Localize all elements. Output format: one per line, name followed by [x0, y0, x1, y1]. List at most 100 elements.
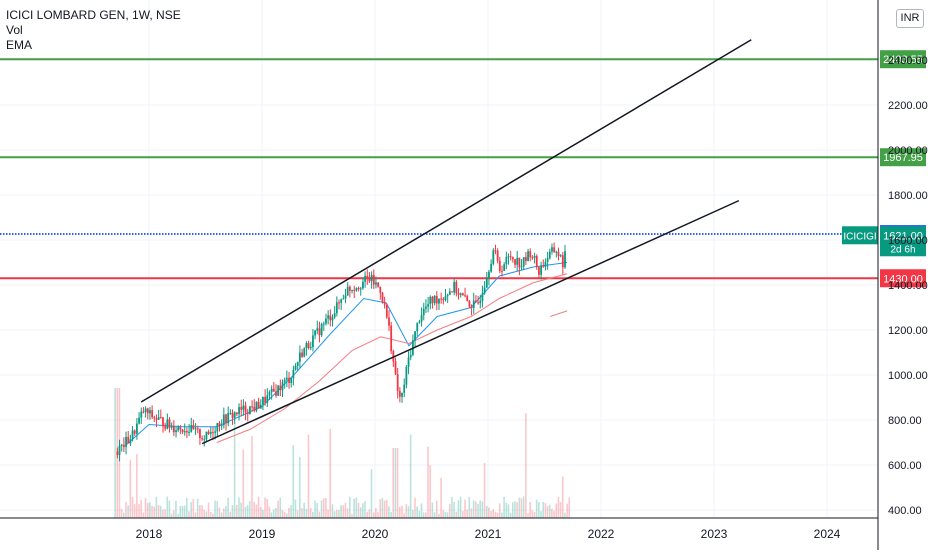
symbol-title[interactable]: ICICI LOMBARD GEN, 1W, NSE — [6, 8, 181, 22]
candle-body — [501, 270, 503, 272]
volume-bar — [255, 504, 258, 518]
volume-bar — [433, 512, 436, 518]
volume-bar — [296, 510, 299, 518]
candle-body — [298, 352, 301, 362]
volume-bar — [444, 511, 447, 518]
y-tick-label: 1600.00 — [888, 235, 928, 247]
candle-body — [381, 292, 384, 302]
candle-body — [511, 257, 514, 260]
volume-bar — [407, 506, 410, 518]
candle-body — [268, 392, 271, 396]
volume-bar — [507, 504, 510, 518]
x-tick-label: 2019 — [249, 527, 276, 541]
candle-body — [242, 405, 245, 410]
candle-body — [199, 429, 201, 439]
volume-bar — [331, 504, 334, 518]
level-price-tag — [880, 148, 926, 167]
volume-bar — [381, 497, 384, 518]
candle-body — [440, 298, 443, 300]
candle-body — [466, 296, 469, 302]
volume-bar — [522, 496, 525, 518]
candle-body — [183, 431, 186, 433]
candle-body — [272, 388, 275, 392]
volume-bar — [429, 465, 431, 518]
candle-body — [555, 251, 558, 253]
candle-body — [422, 308, 425, 316]
level-price-tag — [880, 50, 926, 69]
candle-body — [281, 382, 284, 391]
volume-bar — [303, 502, 305, 518]
volume-bar — [440, 477, 442, 518]
volume-bar — [353, 498, 355, 518]
volume-bar — [453, 502, 455, 518]
volume-bar — [314, 500, 316, 518]
volume-bar — [270, 512, 273, 518]
y-tick-label: 1000.00 — [888, 370, 928, 382]
candle-body — [483, 287, 486, 294]
candle-body — [403, 384, 406, 393]
volume-bar — [164, 509, 166, 518]
volume-bar — [240, 502, 242, 518]
candle-body — [164, 426, 167, 429]
volume-bar — [494, 512, 497, 518]
candle-body — [301, 352, 303, 357]
x-tick-label: 2018 — [136, 527, 163, 541]
volume-bar — [501, 512, 503, 518]
volume-bar — [125, 501, 127, 518]
volume-bar — [566, 503, 568, 518]
candle-body — [331, 317, 334, 321]
candle-body — [516, 257, 519, 265]
volume-bar — [438, 513, 440, 518]
candle-body — [177, 427, 180, 431]
volume-bar — [292, 445, 295, 518]
candle-body — [551, 247, 553, 252]
currency-button[interactable]: INR — [896, 9, 924, 28]
candle-body — [270, 388, 273, 393]
volume-bar — [140, 500, 142, 518]
horizontal-levels[interactable]: 2403.551967.951626.451430.00ICICIGI1621.… — [0, 50, 926, 288]
candle-body — [377, 282, 380, 287]
candle-body — [255, 401, 258, 411]
candle-body — [416, 322, 419, 332]
candle-body — [246, 412, 249, 415]
volume-bar — [294, 499, 297, 518]
volume-bar — [540, 511, 542, 518]
candle-body — [151, 410, 154, 418]
candle-body — [472, 300, 475, 308]
volume-indicator-label[interactable]: Vol — [6, 23, 23, 37]
candle-body — [394, 361, 397, 375]
candle-body — [327, 315, 330, 319]
candle-body — [194, 428, 197, 430]
bar-countdown-label: 2d 6h — [890, 244, 915, 255]
volume-bar — [188, 511, 190, 518]
candle-body — [218, 423, 221, 427]
trend-lines[interactable] — [140, 39, 752, 445]
candle-body — [442, 299, 445, 301]
candle-body — [122, 444, 125, 448]
candle-body — [162, 417, 164, 427]
volume-bar — [157, 505, 160, 518]
candle-body — [309, 347, 312, 349]
candle-body — [153, 417, 156, 419]
candle-body — [388, 317, 390, 326]
candle-body — [235, 412, 238, 415]
volume-bar — [514, 501, 516, 518]
volume-bar — [338, 510, 340, 518]
volume-bar — [557, 496, 560, 518]
volume-bar — [503, 496, 505, 518]
y-tick-label: 600.00 — [888, 460, 922, 472]
candle-body — [348, 286, 351, 291]
volume-bar — [520, 498, 523, 518]
ema-indicator-label[interactable]: EMA — [6, 38, 33, 52]
candle-body — [529, 251, 532, 258]
volume-bar — [320, 500, 323, 518]
y-tick-label: 1200.00 — [888, 325, 928, 337]
candle-body — [325, 318, 327, 324]
candle-body — [468, 301, 471, 307]
volume-bar — [233, 422, 236, 518]
candle-body — [366, 275, 369, 278]
candle-body — [305, 343, 308, 349]
volume-bar — [342, 505, 345, 518]
